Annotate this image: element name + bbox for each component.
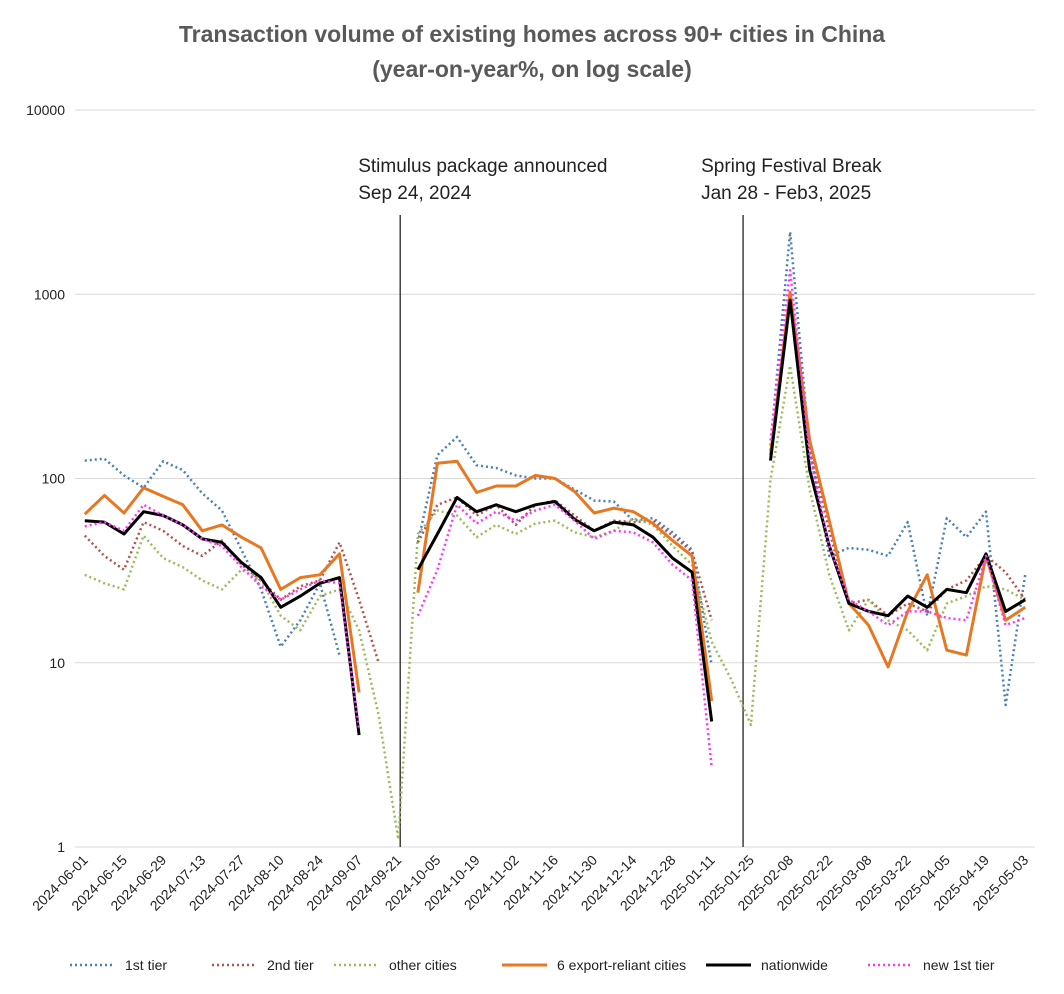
series-line bbox=[84, 230, 1027, 707]
legend-label: 2nd tier bbox=[267, 957, 314, 973]
annotation-text: Stimulus package announced bbox=[358, 156, 607, 177]
series-line bbox=[84, 298, 1026, 736]
chart-title: Transaction volume of existing homes acr… bbox=[179, 21, 885, 47]
annotation-text: Sep 24, 2024 bbox=[358, 183, 471, 204]
y-tick-label: 1 bbox=[57, 839, 65, 855]
y-tick-label: 10 bbox=[49, 655, 65, 671]
series-line bbox=[84, 268, 1026, 768]
y-tick-label: 1000 bbox=[34, 286, 65, 302]
legend-label: other cities bbox=[389, 957, 457, 973]
annotation-text: Spring Festival Break bbox=[701, 156, 882, 177]
y-tick-label: 100 bbox=[42, 471, 66, 487]
legend-label: nationwide bbox=[761, 957, 828, 973]
legend-label: 1st tier bbox=[125, 957, 167, 973]
annotation-text: Jan 28 - Feb3, 2025 bbox=[701, 183, 871, 204]
legend-label: new 1st tier bbox=[923, 957, 995, 973]
legend-label: 6 export-reliant cities bbox=[557, 957, 686, 973]
series-line bbox=[83, 298, 1027, 664]
y-tick-label: 10000 bbox=[26, 102, 65, 118]
chart-subtitle: (year-on-year%, on log scale) bbox=[372, 56, 692, 82]
series-line bbox=[84, 364, 1026, 841]
series-line bbox=[83, 290, 1027, 702]
